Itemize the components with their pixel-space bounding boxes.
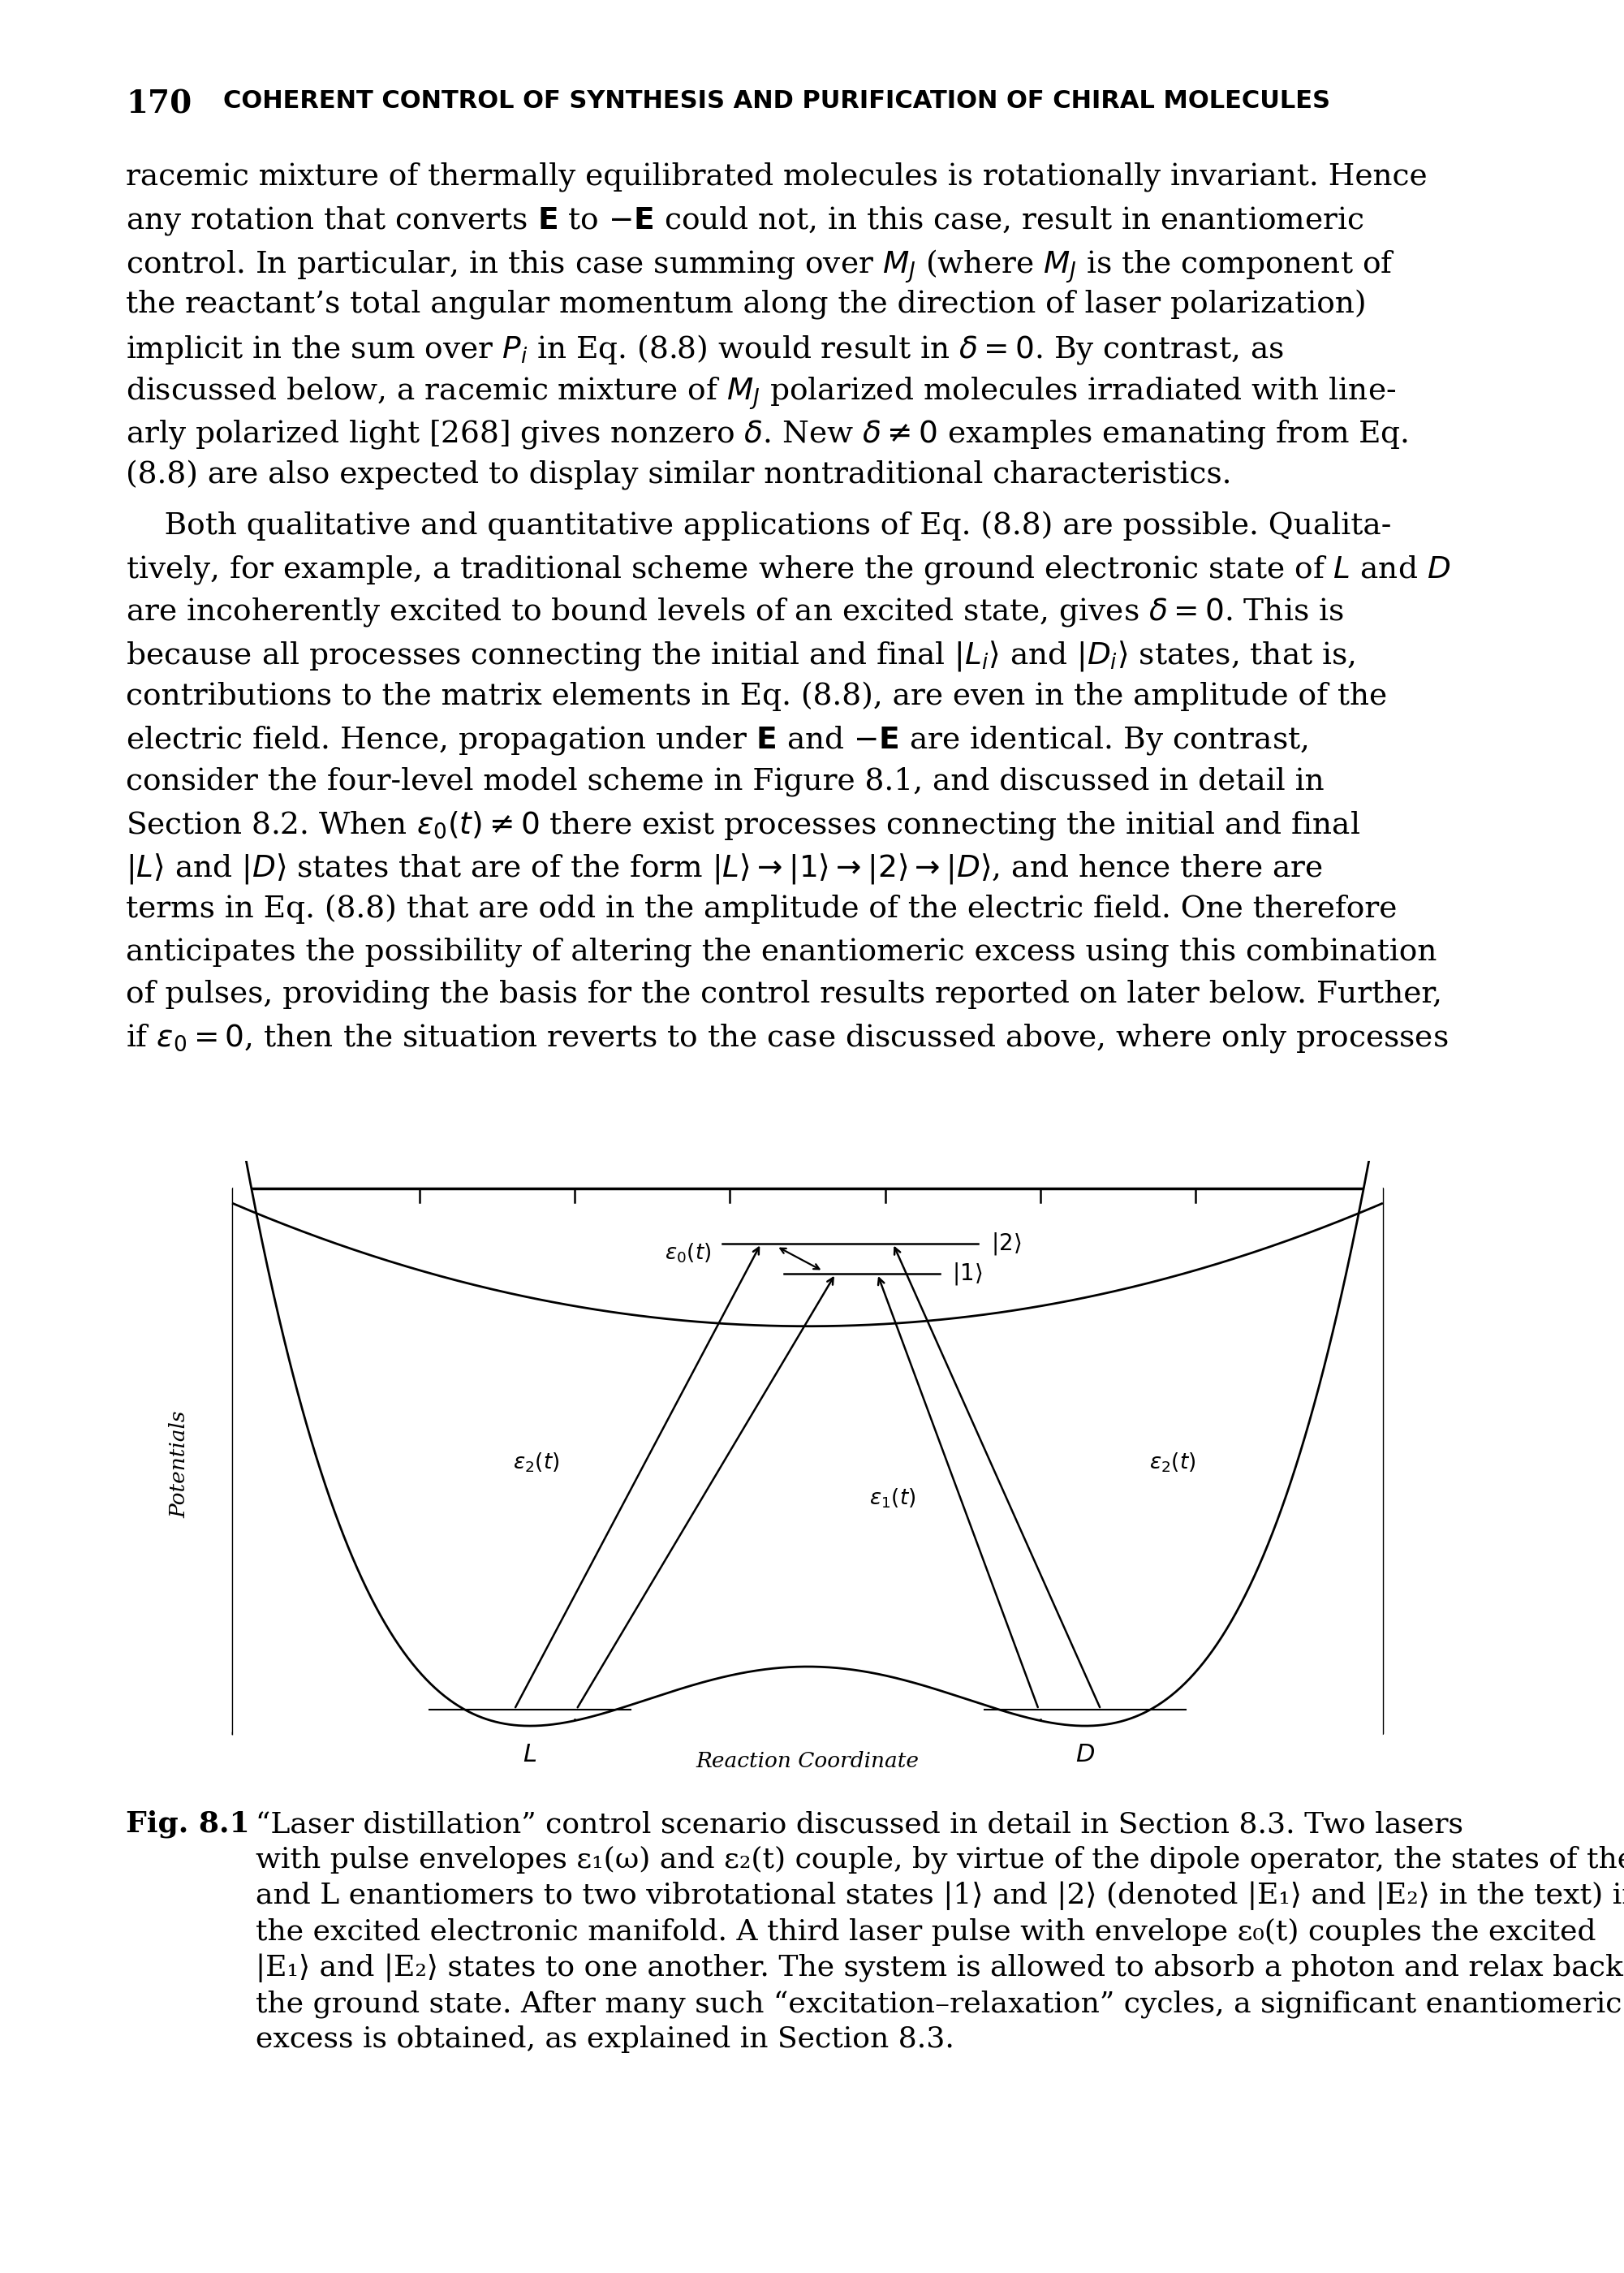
Text: Reaction Coordinate: Reaction Coordinate	[697, 1750, 919, 1771]
Text: $D$: $D$	[1075, 1743, 1095, 1768]
Text: contributions to the matrix elements in Eq. (8.8), are even in the amplitude of : contributions to the matrix elements in …	[125, 682, 1387, 711]
Text: Fig. 8.1: Fig. 8.1	[125, 1809, 250, 1839]
Text: control. In particular, in this case summing over $M_J$ (where $M_J$ is the comp: control. In particular, in this case sum…	[125, 248, 1395, 284]
Text: $\varepsilon_0(t)$: $\varepsilon_0(t)$	[664, 1241, 711, 1264]
Text: $L$: $L$	[523, 1743, 538, 1768]
Text: $|2\rangle$: $|2\rangle$	[991, 1230, 1021, 1257]
Text: terms in Eq. (8.8) that are odd in the amplitude of the electric field. One ther: terms in Eq. (8.8) that are odd in the a…	[125, 896, 1397, 925]
Text: any rotation that converts $\mathbf{E}$ to $-\mathbf{E}$ could not, in this case: any rotation that converts $\mathbf{E}$ …	[125, 205, 1364, 236]
Text: tively, for example, a traditional scheme where the ground electronic state of $: tively, for example, a traditional schem…	[125, 555, 1450, 586]
Text: consider the four-level model scheme in Figure 8.1, and discussed in detail in: consider the four-level model scheme in …	[125, 766, 1324, 796]
Text: discussed below, a racemic mixture of $M_J$ polarized molecules irradiated with : discussed below, a racemic mixture of $M…	[125, 375, 1397, 411]
Text: the reactant’s total angular momentum along the direction of laser polarization): the reactant’s total angular momentum al…	[125, 291, 1366, 320]
Text: of pulses, providing the basis for the control results reported on later below. : of pulses, providing the basis for the c…	[125, 980, 1442, 1009]
Text: $|1\rangle$: $|1\rangle$	[952, 1262, 983, 1287]
Text: Section 8.2. When $\varepsilon_0(t) \neq 0$ there exist processes connecting the: Section 8.2. When $\varepsilon_0(t) \neq…	[125, 809, 1361, 841]
Text: Potentials: Potentials	[169, 1409, 188, 1518]
Text: implicit in the sum over $P_i$ in Eq. (8.8) would result in $\delta = 0$. By con: implicit in the sum over $P_i$ in Eq. (8…	[125, 332, 1285, 366]
Text: COHERENT CONTROL OF SYNTHESIS AND PURIFICATION OF CHIRAL MOLECULES: COHERENT CONTROL OF SYNTHESIS AND PURIFI…	[222, 89, 1330, 114]
Text: $\varepsilon_1(t)$: $\varepsilon_1(t)$	[869, 1487, 916, 1509]
Text: (8.8) are also expected to display similar nontraditional characteristics.: (8.8) are also expected to display simil…	[125, 461, 1231, 491]
Text: 170: 170	[125, 89, 192, 120]
Text: $|L\rangle$ and $|D\rangle$ states that are of the form $|L\rangle \rightarrow |: $|L\rangle$ and $|D\rangle$ states that …	[125, 852, 1322, 886]
Text: because all processes connecting the initial and final $|L_i\rangle$ and $|D_i\r: because all processes connecting the ini…	[125, 639, 1356, 673]
Text: $\varepsilon_2(t)$: $\varepsilon_2(t)$	[1150, 1450, 1195, 1475]
Text: if $\varepsilon_0 = 0$, then the situation reverts to the case discussed above, : if $\varepsilon_0 = 0$, then the situati…	[125, 1023, 1449, 1055]
Text: arly polarized light [268] gives nonzero $\delta$. New $\delta \neq 0$ examples : arly polarized light [268] gives nonzero…	[125, 418, 1408, 450]
Text: Both qualitative and quantitative applications of Eq. (8.8) are possible. Qualit: Both qualitative and quantitative applic…	[125, 511, 1392, 541]
Text: anticipates the possibility of altering the enantiomeric excess using this combi: anticipates the possibility of altering …	[125, 936, 1437, 966]
Text: are incoherently excited to bound levels of an excited state, gives $\delta = 0$: are incoherently excited to bound levels…	[125, 596, 1343, 630]
Text: “Laser distillation” control scenario discussed in detail in Section 8.3. Two la: “Laser distillation” control scenario di…	[255, 1809, 1624, 2053]
Text: racemic mixture of thermally equilibrated molecules is rotationally invariant. H: racemic mixture of thermally equilibrate…	[125, 161, 1427, 191]
Text: electric field. Hence, propagation under $\mathbf{E}$ and $-\mathbf{E}$ are iden: electric field. Hence, propagation under…	[125, 725, 1307, 757]
Text: $\varepsilon_2(t)$: $\varepsilon_2(t)$	[513, 1450, 559, 1475]
